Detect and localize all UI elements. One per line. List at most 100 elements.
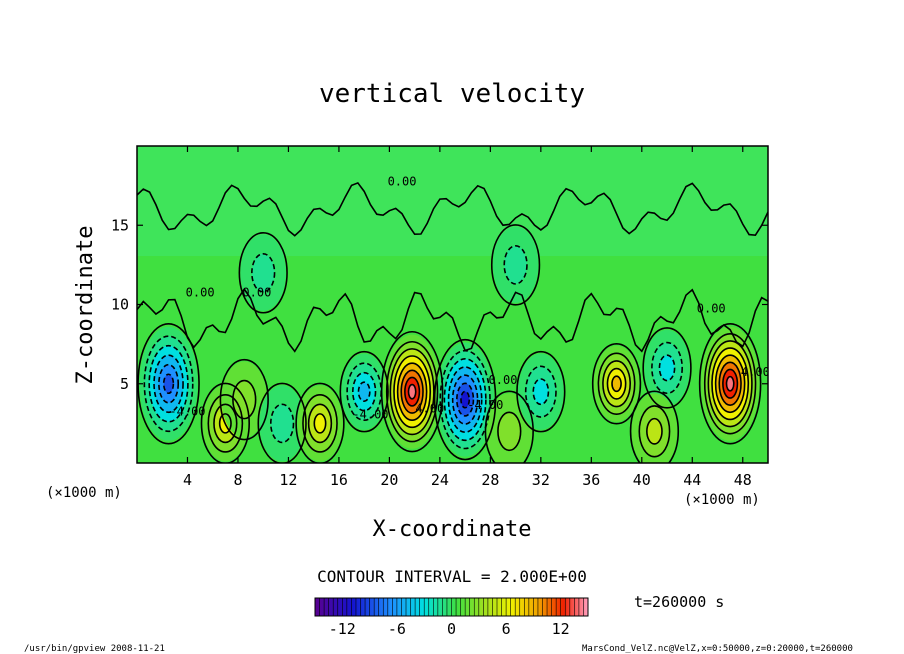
cell-band <box>497 412 521 451</box>
contour-interval: CONTOUR INTERVAL = 2.000E+00 <box>317 567 587 586</box>
contour-ring <box>389 348 435 436</box>
x-tick-label: 48 <box>734 471 752 489</box>
contour-ring <box>357 381 371 402</box>
contour-ring <box>352 371 377 412</box>
x-axis-ticks: 4 8 12 16 20 24 28 32 36 40 44 48 <box>183 146 752 489</box>
cell-band <box>314 413 326 433</box>
zero-contour <box>516 350 566 433</box>
colorbar-tick-label: 0 <box>447 620 456 638</box>
x-tick-label: 28 <box>481 471 499 489</box>
zero-contour-wave <box>137 181 768 237</box>
velocity-cell <box>593 345 640 422</box>
upper-field-band <box>137 146 768 256</box>
velocity-cell <box>297 385 343 462</box>
cell-band <box>408 384 416 399</box>
contour-ring <box>658 354 676 382</box>
velocity-cell <box>383 334 442 449</box>
contour-ring <box>207 394 244 453</box>
cell-band <box>504 245 527 284</box>
zero-contour <box>484 390 534 463</box>
contour-ring <box>532 378 550 406</box>
contour-ring <box>218 413 232 434</box>
contour-ring <box>606 367 627 400</box>
contour-ring <box>158 363 180 404</box>
x-tick-label: 16 <box>330 471 348 489</box>
contour-label: 0.00 <box>186 286 215 300</box>
contour-label: 4.00 <box>741 365 770 379</box>
x-tick-label: 24 <box>431 471 449 489</box>
velocity-cell <box>139 326 198 441</box>
contour-label: 0.00 <box>242 286 271 300</box>
contour-ring <box>393 355 432 429</box>
velocity-cell <box>240 234 286 311</box>
contour-lines <box>137 181 768 463</box>
cell-band <box>646 418 662 444</box>
cell-band <box>460 391 470 408</box>
contour-ring <box>385 340 439 443</box>
cell-band <box>726 376 734 391</box>
contour-ring <box>447 366 483 434</box>
y-tick-label: 5 <box>120 375 129 393</box>
x-axis-label: X-coordinate <box>373 517 532 542</box>
contour-label: -4.00 <box>352 408 388 422</box>
contour-ring <box>725 375 735 392</box>
contour-ring <box>711 347 750 421</box>
cell-band <box>533 378 549 405</box>
velocity-cell <box>341 353 387 430</box>
contour-ring <box>302 394 338 453</box>
velocity-cell <box>492 226 539 303</box>
zero-contour <box>629 390 680 463</box>
contour-ring <box>651 341 683 395</box>
velocity-cell <box>259 385 305 462</box>
zero-contour <box>642 327 692 409</box>
contour-ring <box>251 252 276 293</box>
contour-label: 0.00 <box>697 301 726 315</box>
zero-contour <box>295 382 345 463</box>
x-tick-label: 4 <box>183 471 192 489</box>
contour-label: -4.00 <box>169 404 205 418</box>
y-tick-label: 10 <box>111 296 129 314</box>
contour-ring <box>213 403 238 444</box>
contour-ring <box>524 365 557 418</box>
contour-labels: 0.00 0.00 0.00 0.00 0.00 -4.00 -4.00 4.00 -4.00 4… <box>169 175 770 422</box>
contour-ring <box>456 382 475 417</box>
contour-ring <box>443 358 487 442</box>
velocity-cell <box>701 326 760 441</box>
x-tick-label: 12 <box>279 471 297 489</box>
zero-contour <box>490 224 541 306</box>
contour-ring <box>646 417 663 445</box>
contour-ring <box>148 344 189 423</box>
velocity-cell <box>631 393 678 463</box>
contour-label: 0.00 <box>489 373 518 387</box>
colorbar-tick-label: -6 <box>388 620 406 638</box>
x-tick-label: 36 <box>582 471 600 489</box>
y-axis-ticks: 5 10 15 <box>111 216 768 393</box>
colorbar: -12 -6 0 6 12 <box>314 597 589 638</box>
chart-title: vertical velocity <box>319 79 585 109</box>
zero-contour <box>339 350 389 433</box>
contour-ring <box>597 352 636 415</box>
contour-ring <box>707 340 753 428</box>
y-axis-label: Z-coordinate <box>73 226 98 385</box>
contour-ring <box>602 360 631 408</box>
cell-band <box>659 355 675 381</box>
contour-ring <box>307 403 333 444</box>
contour-ring <box>162 373 175 395</box>
cell-band <box>270 404 294 443</box>
contour-ring <box>153 354 184 414</box>
contour-label: 0.00 <box>388 175 417 189</box>
cell-band <box>358 382 370 402</box>
zero-contour <box>257 382 307 463</box>
cell-band <box>251 253 275 292</box>
contour-ring <box>143 335 194 433</box>
x-tick-label: 8 <box>233 471 242 489</box>
contour-label: 4.00 <box>415 401 444 415</box>
x-unit-label-left: (×1000 m) <box>46 485 122 501</box>
contour-ring <box>638 405 671 458</box>
time-label: t=260000 s <box>634 593 724 611</box>
zero-contour <box>591 343 642 425</box>
contour-ring <box>503 245 528 285</box>
velocity-cells <box>139 226 760 463</box>
contour-ring <box>714 354 746 414</box>
